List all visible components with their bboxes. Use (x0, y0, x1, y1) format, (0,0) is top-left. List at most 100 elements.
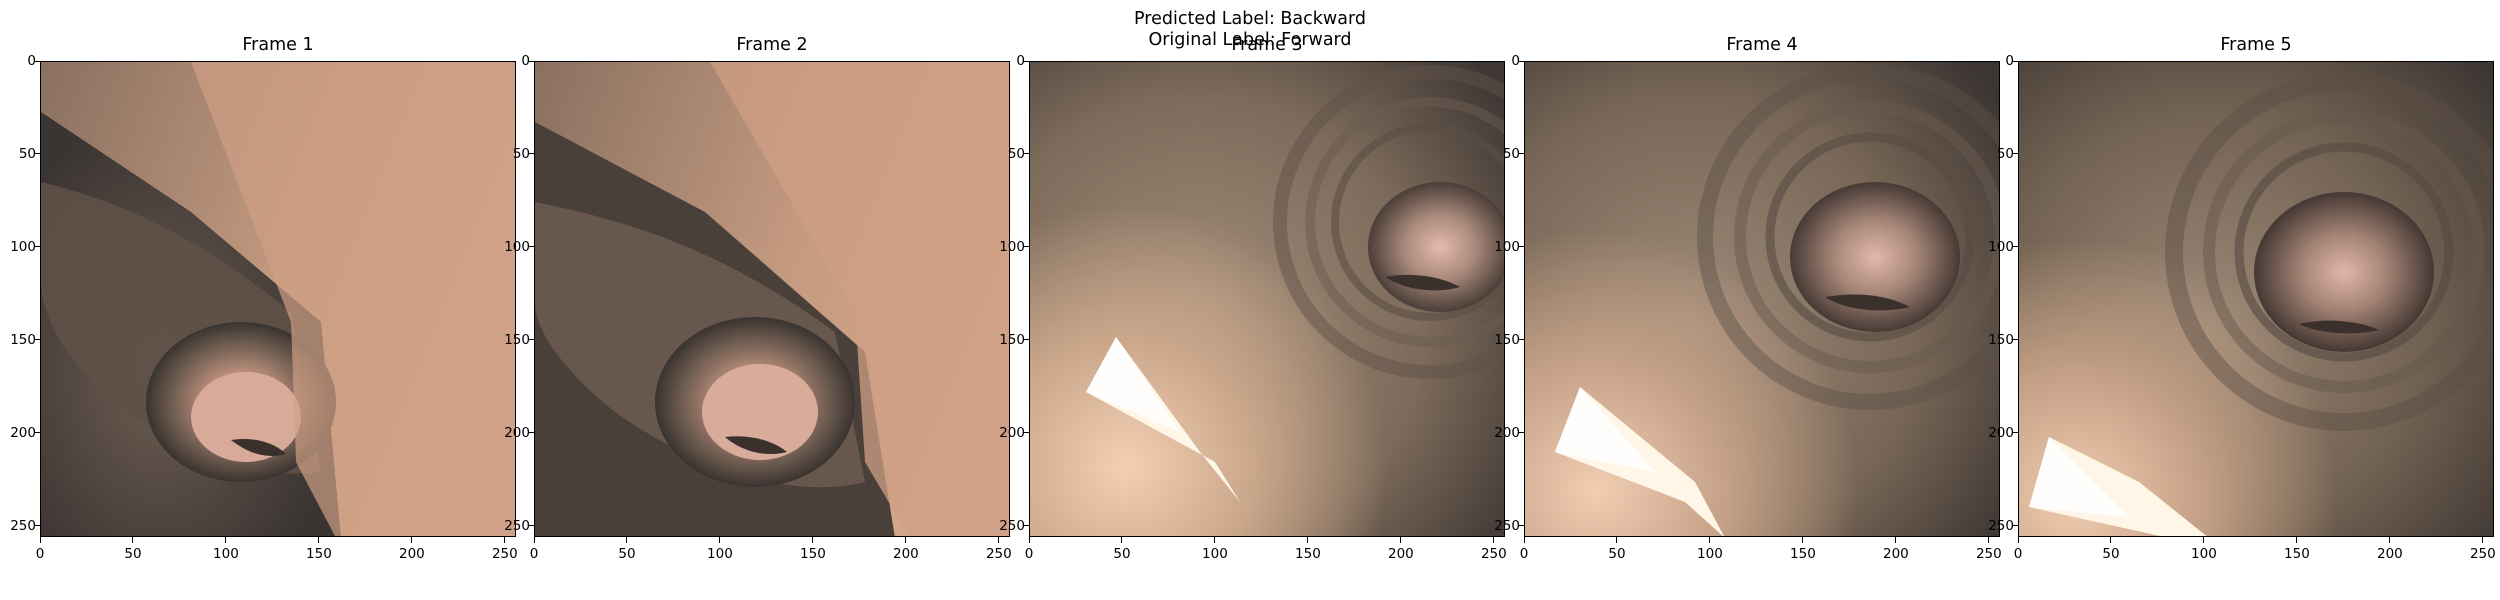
frame-title: Frame 1 (242, 35, 314, 55)
endoscopy-frame-image (41, 62, 515, 536)
y-tick-label: 0 (2005, 53, 2014, 69)
y-tick-label: 150 (1494, 331, 1520, 348)
x-tick-label: 250 (2469, 546, 2496, 562)
frame-image (40, 61, 516, 537)
y-tick-mark (1518, 153, 1524, 155)
y-tick-mark (34, 339, 40, 341)
x-tick-label: 100 (1697, 546, 1723, 562)
y-tick-label: 50 (1502, 145, 1520, 162)
x-tick-label: 150 (306, 546, 332, 562)
endoscopy-frame-image (535, 62, 1009, 536)
frame-image (1524, 61, 2000, 537)
frame-image (2018, 61, 2494, 537)
y-tick-mark (34, 60, 40, 62)
x-tick-mark (132, 537, 134, 543)
y-tick-mark (34, 432, 40, 434)
endoscopy-frame-image (2019, 62, 2493, 536)
original-label: Original Label: Forward (1148, 30, 1352, 50)
x-tick-label: 250 (1975, 546, 2002, 562)
y-tick-mark (1518, 339, 1524, 341)
y-tick-mark (528, 339, 534, 341)
x-tick-label: 200 (1387, 546, 1414, 562)
y-tick-label: 150 (10, 331, 36, 348)
frame-panel-2: Frame 2 (504, 35, 1012, 561)
y-tick-label: 250 (1494, 517, 1520, 534)
y-tick-mark (2012, 339, 2018, 341)
y-tick-mark (34, 525, 40, 527)
y-tick-label: 50 (512, 145, 530, 162)
x-tick-mark (2017, 537, 2019, 543)
x-tick-mark (1709, 537, 1711, 543)
x-tick-mark (905, 537, 907, 543)
frame-panel-1: Frame 1 (10, 35, 518, 561)
x-tick-mark (1214, 537, 1216, 543)
frame-panel-5: Frame 5 (1988, 35, 2496, 561)
y-tick-mark (2012, 60, 2018, 62)
x-tick-mark (1028, 537, 1030, 543)
x-tick-mark (998, 537, 1000, 543)
y-tick-label: 0 (521, 53, 530, 69)
y-tick-label: 200 (1988, 424, 2014, 441)
x-tick-mark (1121, 537, 1123, 543)
x-tick-label: 200 (892, 546, 919, 562)
y-tick-label: 200 (1494, 424, 1520, 441)
frame-image (534, 61, 1010, 537)
y-tick-mark (1518, 525, 1524, 527)
y-tick-mark (1023, 60, 1029, 62)
x-tick-label: 50 (1113, 546, 1131, 562)
y-tick-label: 100 (10, 238, 36, 255)
x-tick-label: 0 (35, 546, 45, 562)
y-tick-label: 200 (10, 424, 36, 441)
y-tick-mark (2012, 432, 2018, 434)
x-tick-label: 200 (1882, 546, 1909, 562)
y-tick-label: 50 (1007, 145, 1025, 162)
frame-title: Frame 4 (1726, 35, 1798, 55)
y-tick-label: 0 (27, 53, 36, 69)
y-tick-label: 50 (1996, 145, 2014, 162)
x-tick-mark (1895, 537, 1897, 543)
y-tick-label: 250 (1988, 517, 2014, 534)
y-tick-label: 0 (1511, 53, 1520, 69)
y-tick-label: 100 (1494, 238, 1520, 255)
x-tick-mark (225, 537, 227, 543)
y-tick-label: 150 (1988, 331, 2014, 348)
x-tick-label: 150 (1295, 546, 1321, 562)
x-tick-mark (1988, 537, 1990, 543)
y-tick-mark (2012, 525, 2018, 527)
y-tick-mark (1518, 432, 1524, 434)
x-tick-mark (2203, 537, 2205, 543)
x-tick-label: 50 (1608, 546, 1626, 562)
frame-title: Frame 3 (1231, 35, 1303, 55)
x-tick-mark (533, 537, 535, 543)
frame-panel-4: Frame 4 (1494, 35, 2002, 561)
x-tick-mark (812, 537, 814, 543)
x-tick-label: 150 (2284, 546, 2310, 562)
x-tick-label: 200 (2376, 546, 2403, 562)
x-tick-mark (2482, 537, 2484, 543)
x-tick-mark (1493, 537, 1495, 543)
x-tick-label: 250 (1480, 546, 1507, 562)
x-tick-label: 250 (985, 546, 1012, 562)
endoscopy-frame-image (1525, 62, 1999, 536)
y-tick-label: 250 (504, 517, 530, 534)
y-tick-label: 100 (1988, 238, 2014, 255)
y-tick-mark (528, 153, 534, 155)
x-tick-label: 0 (1519, 546, 1529, 562)
frame-image (1029, 61, 1505, 537)
x-tick-label: 100 (213, 546, 239, 562)
y-tick-mark (1023, 525, 1029, 527)
y-tick-label: 250 (999, 517, 1025, 534)
x-tick-mark (719, 537, 721, 543)
endoscopy-frame-image (1030, 62, 1504, 536)
x-tick-mark (2110, 537, 2112, 543)
y-tick-mark (2012, 153, 2018, 155)
x-tick-mark (39, 537, 41, 543)
frame-title: Frame 2 (736, 35, 808, 55)
y-tick-mark (1023, 339, 1029, 341)
y-tick-mark (34, 153, 40, 155)
x-tick-label: 0 (1024, 546, 1034, 562)
predicted-label: Predicted Label: Backward (1134, 9, 1366, 29)
y-tick-mark (34, 246, 40, 248)
x-tick-mark (411, 537, 413, 543)
y-tick-label: 200 (504, 424, 530, 441)
